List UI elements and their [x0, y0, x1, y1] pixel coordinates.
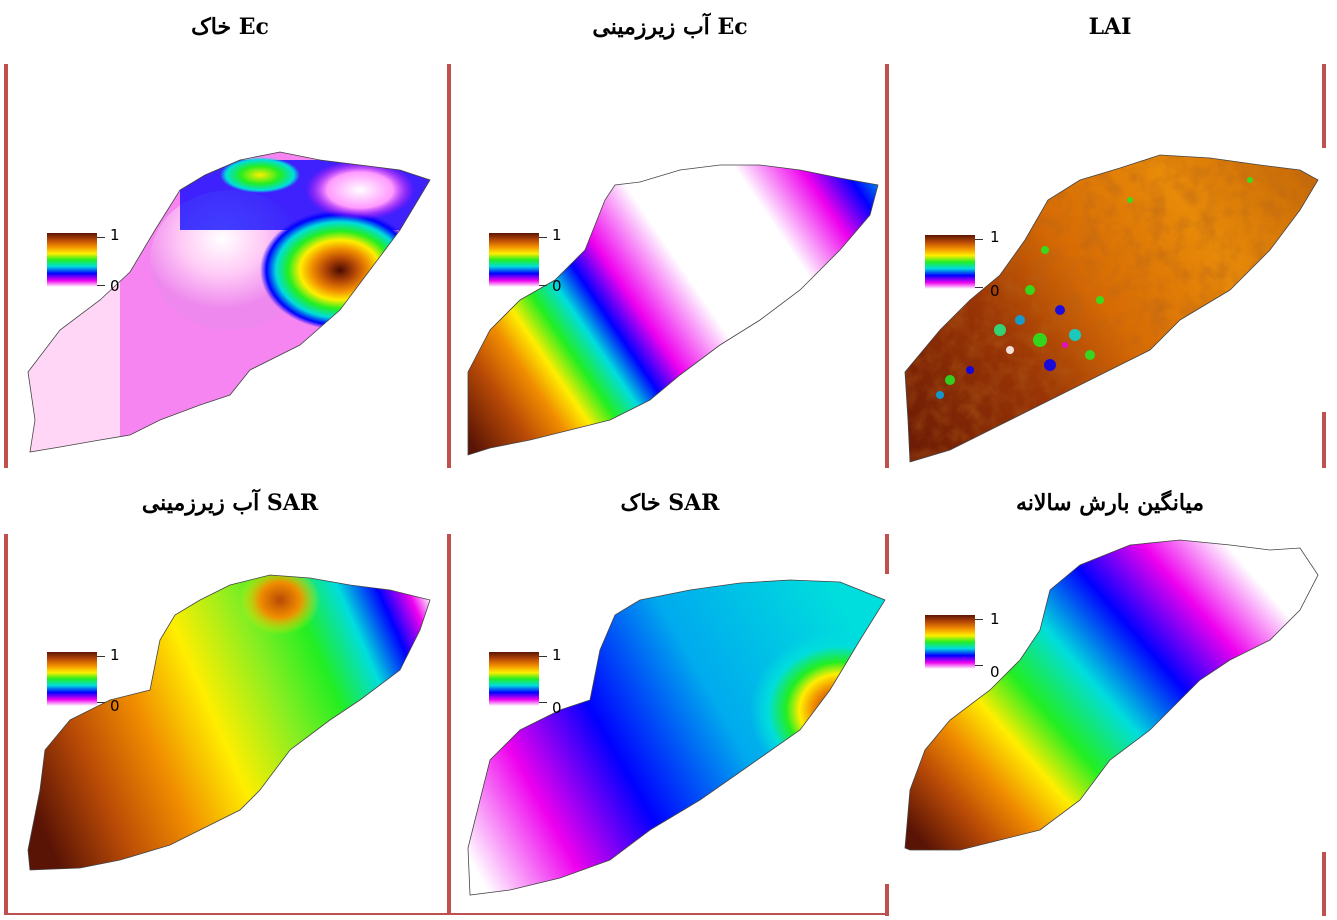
frame-line — [1322, 852, 1326, 916]
map-lai — [905, 155, 1318, 462]
legend-tick — [975, 287, 983, 288]
frame-line — [4, 534, 8, 914]
legend-tick — [975, 239, 983, 240]
frame-line — [447, 64, 451, 468]
map-outline — [467, 164, 879, 456]
legend-min-label: 0 — [552, 699, 562, 717]
frame-line — [885, 64, 889, 468]
map-ec-soil — [28, 152, 430, 452]
legend-min-label: 0 — [990, 282, 1000, 300]
legend-tick — [539, 656, 547, 657]
legend-min-label: 0 — [990, 663, 1000, 681]
legend-tick — [539, 702, 547, 703]
legend-tick — [539, 285, 547, 286]
panel-title-annual-precipitation: میانگین بارش سالانه — [1015, 490, 1204, 516]
frame-line — [1322, 64, 1326, 148]
frame-line — [1322, 412, 1326, 468]
map-outline — [27, 151, 431, 453]
legend-color-ramp — [47, 233, 97, 287]
frame-line — [885, 884, 889, 916]
legend-color-ramp — [47, 652, 97, 706]
legend-color-ramp — [925, 235, 975, 289]
legend-min-label: 0 — [110, 697, 120, 715]
map-outline — [467, 579, 886, 896]
map-ec-groundwater — [468, 165, 878, 455]
frame-line — [447, 534, 451, 914]
frame-line — [885, 534, 889, 574]
legend-min-label: 0 — [552, 277, 562, 295]
legend-tick — [539, 237, 547, 238]
legend-color-ramp — [925, 615, 975, 669]
frame-line — [4, 64, 8, 468]
legend-tick — [975, 619, 983, 620]
map-outline — [904, 539, 1319, 851]
legend-max-label: 1 — [990, 228, 1000, 246]
legend-tick — [97, 656, 105, 657]
panel-title-ec-soil: Ec خاک — [191, 14, 269, 40]
legend-max-label: 1 — [552, 646, 562, 664]
legend-max-label: 1 — [110, 226, 120, 244]
panel-title-sar-groundwater: SAR آب زیرزمینی — [141, 490, 319, 516]
map-annual-precipitation — [905, 540, 1318, 850]
panel-title-ec-groundwater: Ec آب زیرزمینی — [592, 14, 748, 40]
map-outline — [27, 574, 431, 871]
legend-color-ramp — [489, 652, 539, 706]
legend-max-label: 1 — [990, 610, 1000, 628]
panel-title-lai: LAI — [1088, 14, 1132, 40]
legend-min-label: 0 — [110, 277, 120, 295]
legend-tick — [975, 665, 983, 666]
legend-color-ramp — [489, 233, 539, 287]
legend-tick — [97, 702, 105, 703]
legend-tick — [97, 237, 105, 238]
legend-max-label: 1 — [552, 226, 562, 244]
map-outline — [904, 154, 1319, 463]
legend-tick — [97, 285, 105, 286]
legend-max-label: 1 — [110, 646, 120, 664]
panel-title-sar-soil: SAR خاک — [620, 490, 720, 516]
frame-line — [4, 913, 888, 915]
map-sar-groundwater — [28, 575, 430, 870]
map-sar-soil — [468, 580, 885, 895]
